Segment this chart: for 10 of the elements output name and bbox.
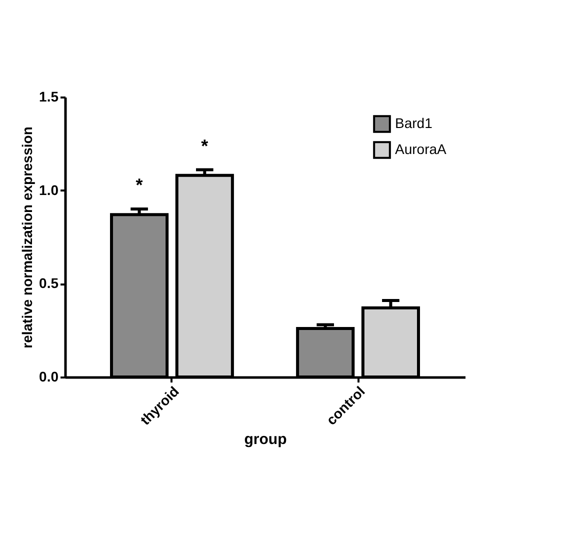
annotation: * (201, 136, 208, 156)
y-tick-label: 0.0 (39, 368, 59, 384)
y-axis-title: relative normalization expression (19, 126, 36, 348)
y-tick-label: 1.5 (39, 88, 59, 104)
x-axis-title: group (244, 430, 287, 448)
legend-label: Bard1 (395, 115, 433, 131)
y-tick-label: 1.0 (39, 182, 59, 198)
annotation: * (136, 175, 143, 195)
legend-label: AuroraA (395, 141, 448, 157)
y-tick-label: 0.5 (39, 275, 59, 292)
